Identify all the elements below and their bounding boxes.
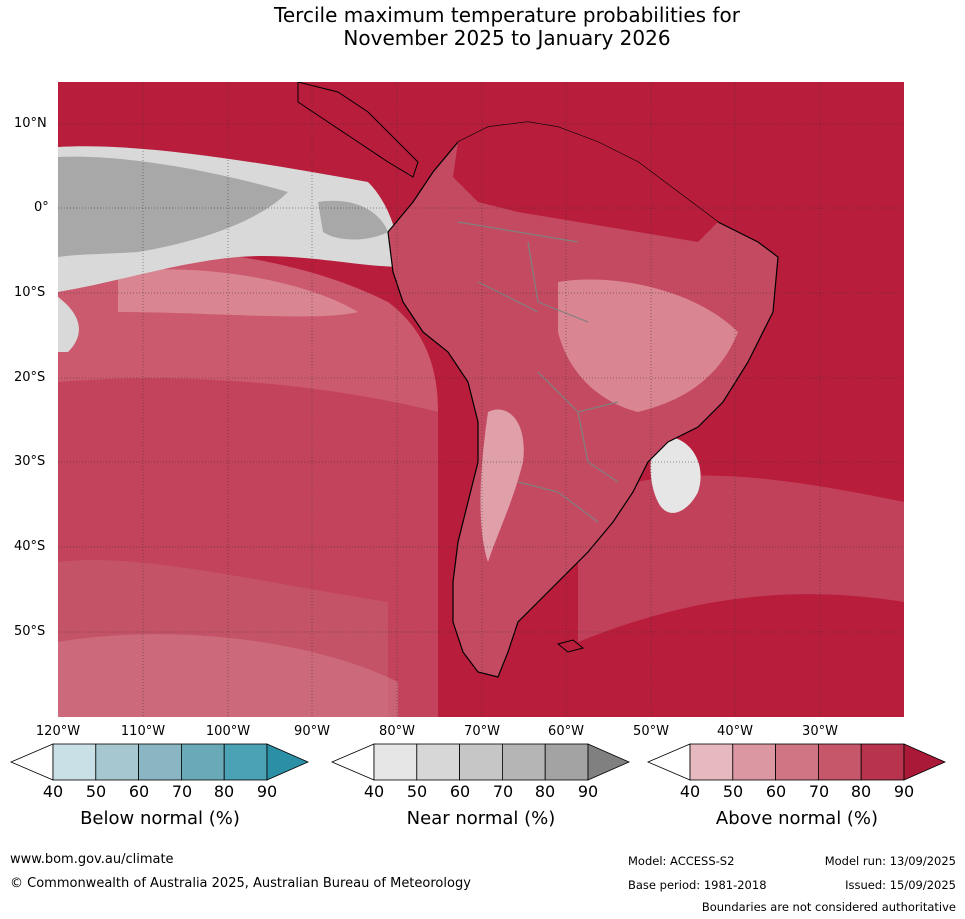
map-svg bbox=[58, 82, 904, 717]
footer-model: Model: ACCESS-S2 bbox=[628, 854, 735, 868]
colorbar-left-arrow bbox=[646, 743, 691, 781]
colorbar-segment bbox=[459, 743, 503, 781]
above-tick-80: 80 bbox=[850, 782, 872, 801]
colorbar-right-arrow bbox=[903, 743, 946, 781]
colorbar-segment bbox=[689, 743, 734, 781]
graticule bbox=[58, 82, 904, 717]
near-normal-west-patch bbox=[58, 297, 79, 352]
below-tick-90: 90 bbox=[256, 782, 278, 801]
lon-label-100w: 100°W bbox=[205, 724, 251, 739]
brazil-interior-light bbox=[558, 279, 738, 412]
central-america-land bbox=[297, 82, 419, 178]
near-tick-40: 40 bbox=[363, 782, 385, 801]
above-tick-40: 40 bbox=[679, 782, 701, 801]
colorbar-segment bbox=[180, 743, 225, 781]
near-tick-50: 50 bbox=[406, 782, 428, 801]
title-line-1: Tercile maximum temperature probabilitie… bbox=[274, 3, 740, 27]
lon-label-30w: 30°W bbox=[802, 724, 838, 739]
lon-label-60w: 60°W bbox=[548, 724, 584, 739]
near-normal-dark-patch bbox=[318, 200, 388, 240]
andes-light bbox=[480, 409, 524, 562]
near-normal-colorbar-svg bbox=[330, 743, 630, 781]
colorbar-segment bbox=[95, 743, 140, 781]
near-normal-dark-region bbox=[58, 156, 288, 257]
below-normal-colorbar bbox=[9, 742, 310, 782]
map-title: Tercile maximum temperature probabilitie… bbox=[0, 4, 965, 50]
country-borders bbox=[457, 221, 619, 523]
above-normal-label: Above normal (%) bbox=[715, 808, 879, 829]
lon-label-110w: 110°W bbox=[120, 724, 166, 739]
above-tick-90: 90 bbox=[893, 782, 915, 801]
above-tick-70: 70 bbox=[808, 782, 830, 801]
below-tick-70: 70 bbox=[171, 782, 193, 801]
lat-label-20s: 20°S bbox=[14, 370, 46, 385]
footer-url[interactable]: www.bom.gov.au/climate bbox=[10, 852, 174, 867]
above-normal-colorbar bbox=[646, 742, 947, 782]
below-normal-label: Below normal (%) bbox=[80, 808, 240, 829]
below-tick-80: 80 bbox=[213, 782, 235, 801]
below-tick-40: 40 bbox=[42, 782, 64, 801]
lat-label-10s: 10°S bbox=[14, 285, 46, 300]
colorbar-segment bbox=[775, 743, 819, 781]
footer-disclaimer: Boundaries are not considered authoritat… bbox=[701, 900, 956, 914]
footer-copyright: © Commonwealth of Australia 2025, Austra… bbox=[10, 876, 471, 891]
near-tick-70: 70 bbox=[492, 782, 514, 801]
colorbar-segment bbox=[138, 743, 182, 781]
lat-label-10n: 10°N bbox=[14, 116, 47, 131]
colorbar-left-arrow bbox=[330, 743, 375, 781]
colorbar-right-arrow bbox=[266, 743, 309, 781]
title-line-2: November 2025 to January 2026 bbox=[343, 26, 671, 50]
above-tick-60: 60 bbox=[765, 782, 787, 801]
colorbar-right-arrow bbox=[587, 743, 630, 781]
lat-label-0: 0° bbox=[34, 200, 49, 215]
near-normal-colorbar bbox=[330, 742, 631, 782]
colorbar-segment bbox=[373, 743, 418, 781]
near-normal-label: Near normal (%) bbox=[406, 808, 556, 829]
colorbar-segment bbox=[52, 743, 97, 781]
lat-label-50s: 50°S bbox=[14, 624, 46, 639]
atlantic-above-mid bbox=[578, 475, 904, 642]
below-tick-60: 60 bbox=[128, 782, 150, 801]
colorbar-segment bbox=[732, 743, 777, 781]
lon-label-120w: 120°W bbox=[35, 724, 81, 739]
above-tick-50: 50 bbox=[722, 782, 744, 801]
lon-label-70w: 70°W bbox=[464, 724, 500, 739]
lon-label-50w: 50°W bbox=[633, 724, 669, 739]
footer-issued: Issued: 15/09/2025 bbox=[845, 878, 956, 892]
below-normal-colorbar-svg bbox=[9, 743, 309, 781]
lat-label-40s: 40°S bbox=[14, 539, 46, 554]
below-tick-50: 50 bbox=[85, 782, 107, 801]
atlantic-near-normal-patch bbox=[650, 436, 701, 513]
lon-label-80w: 80°W bbox=[379, 724, 415, 739]
lon-label-90w: 90°W bbox=[294, 724, 330, 739]
falkland-islands bbox=[556, 639, 585, 653]
probability-map bbox=[58, 82, 904, 717]
near-tick-90: 90 bbox=[577, 782, 599, 801]
footer-base-period: Base period: 1981-2018 bbox=[628, 878, 767, 892]
colorbar-segment bbox=[544, 743, 589, 781]
colorbar-segment bbox=[860, 743, 905, 781]
colorbar-segment bbox=[223, 743, 268, 781]
lat-label-30s: 30°S bbox=[14, 454, 46, 469]
south-pacific-light bbox=[58, 634, 398, 717]
northern-land-above bbox=[453, 122, 718, 242]
lon-label-40w: 40°W bbox=[717, 724, 753, 739]
near-tick-80: 80 bbox=[534, 782, 556, 801]
footer-model-run: Model run: 13/09/2025 bbox=[824, 854, 956, 868]
colorbar-left-arrow bbox=[9, 743, 54, 781]
colorbar-segment bbox=[501, 743, 546, 781]
above-normal-colorbar-svg bbox=[646, 743, 946, 781]
colorbar-segment bbox=[817, 743, 862, 781]
near-tick-60: 60 bbox=[449, 782, 471, 801]
colorbar-segment bbox=[416, 743, 461, 781]
